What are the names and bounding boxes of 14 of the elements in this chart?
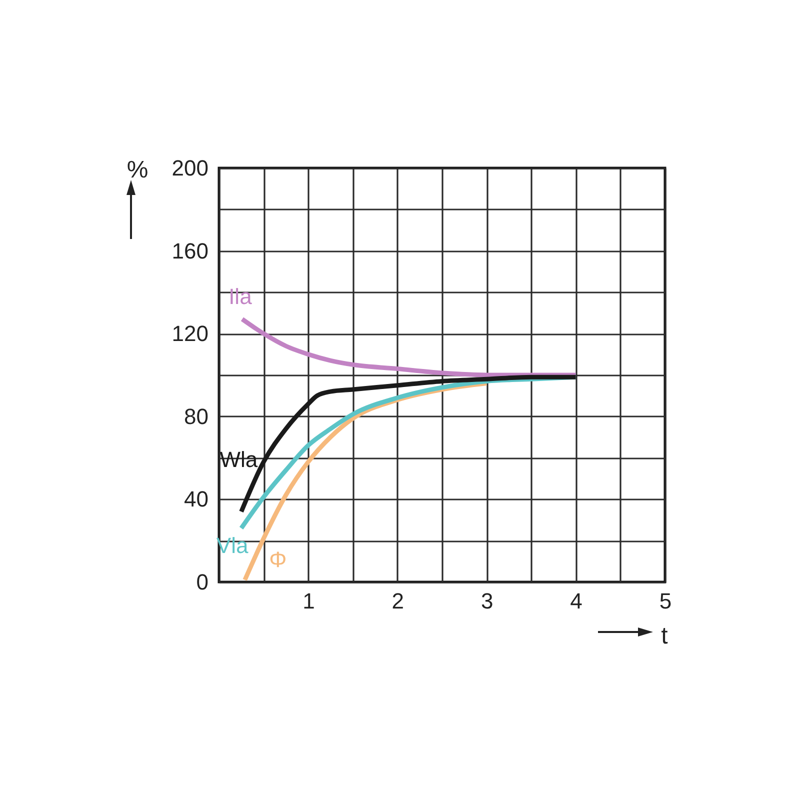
x-tick-label: 2 xyxy=(392,588,404,614)
x-tick-label: 3 xyxy=(480,588,494,614)
y-axis-title: % xyxy=(126,156,148,184)
x-tick-label: 5 xyxy=(659,588,672,614)
x-tick-label: 1 xyxy=(302,588,315,614)
y-tick-label: 40 xyxy=(184,486,208,512)
series-label: Φ xyxy=(269,546,287,572)
x-tick-label: 4 xyxy=(570,588,582,614)
x-axis-title: t xyxy=(661,622,668,650)
y-tick-label: 0 xyxy=(196,570,208,594)
y-tick-label: 80 xyxy=(184,404,208,429)
y-tick-label: 200 xyxy=(172,156,208,180)
y-tick-label: 160 xyxy=(172,238,208,264)
y-tick-label: 120 xyxy=(172,321,208,346)
